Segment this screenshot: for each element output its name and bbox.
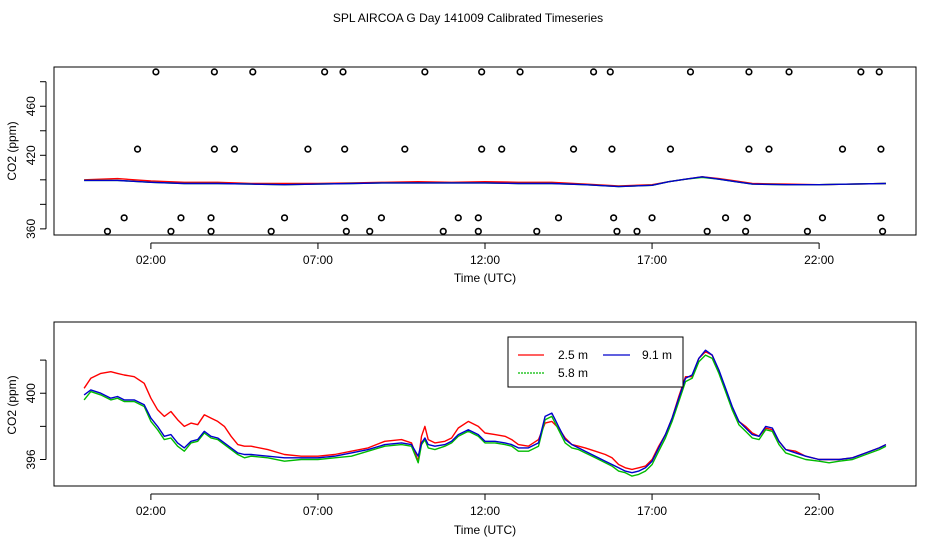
top-series-line-9-1-m [84, 176, 886, 188]
calibration-point [133, 145, 142, 153]
calibration-point [439, 227, 447, 235]
top-series [84, 176, 886, 188]
calibration-point [478, 68, 486, 76]
top-axes: 02:00 07:00 12:00 17:00 22:00 360 420 460 [24, 81, 834, 267]
top-y-tick-label: 420 [24, 145, 38, 165]
top-points [103, 68, 887, 235]
top-x-tick-label: 07:00 [303, 253, 333, 267]
calibration-point [401, 145, 409, 153]
calibration-point [818, 214, 827, 222]
calibration-point [875, 68, 883, 76]
calibration-point [304, 145, 312, 153]
top-x-tick-label: 02:00 [136, 253, 166, 267]
calibration-point [703, 227, 711, 235]
legend-box [507, 336, 684, 388]
calibration-point [210, 145, 218, 153]
calibration-point [152, 68, 160, 76]
calibration-point [280, 214, 289, 222]
top-x-tick-label: 22:00 [804, 253, 834, 267]
top-plot-frame [53, 66, 917, 236]
calibration-point [478, 145, 486, 153]
calibration-point [569, 145, 578, 153]
legend-label-2-5m: 2.5 m [558, 348, 588, 362]
calibration-point [474, 214, 482, 222]
bottom-x-label: Time (UTC) [454, 523, 516, 537]
calibration-point [103, 227, 112, 235]
bottom-y-tick-label: 396 [24, 449, 38, 469]
legend: 2.5 m 9.1 m 5.8 m [507, 336, 684, 388]
bottom-x-tick-label: 02:00 [136, 504, 166, 518]
bottom-series-line-9-1-m [83, 349, 887, 474]
calibration-point [341, 145, 349, 153]
calibration-point [613, 227, 621, 235]
calibration-point [210, 68, 218, 76]
calibration-point [606, 68, 614, 76]
calibration-point [610, 214, 618, 222]
bottom-series [83, 349, 887, 477]
calibration-point [533, 227, 541, 235]
top-panel: 02:00 07:00 12:00 17:00 22:00 360 420 460 Time … [5, 66, 917, 285]
calibration-point [342, 227, 350, 235]
calibration-point [554, 214, 563, 222]
calibration-point [267, 227, 275, 235]
bottom-x-tick-label: 07:00 [303, 504, 333, 518]
calibration-point [366, 227, 374, 235]
bottom-x-tick-label: 17:00 [637, 504, 667, 518]
bottom-series-line-2-5-m [83, 351, 887, 471]
calibration-point [745, 68, 753, 76]
bottom-plot-frame [53, 321, 917, 487]
calibration-point [421, 68, 429, 76]
calibration-point [377, 214, 386, 222]
calibration-point [474, 227, 482, 235]
calibration-point [177, 214, 185, 222]
calibration-point [743, 214, 751, 222]
calibration-point [589, 68, 598, 76]
calibration-point [745, 145, 753, 153]
bottom-y-tick-label: 400 [24, 383, 38, 403]
top-y-tick-label: 360 [24, 219, 38, 239]
bottom-axes: 02:00 07:00 12:00 17:00 22:00 396 400 [24, 359, 834, 518]
bottom-series-line-5-8-m [83, 354, 887, 477]
calibration-point [721, 214, 730, 222]
top-x-tick-label: 12:00 [470, 253, 500, 267]
calibration-point [516, 68, 524, 76]
calibration-point [878, 227, 887, 235]
calibration-point [498, 145, 506, 153]
top-y-label: CO2 (ppm) [5, 121, 19, 180]
calibration-point [838, 145, 847, 153]
top-x-label: Time (UTC) [454, 271, 516, 285]
calibration-point [207, 214, 215, 222]
calibration-point [686, 68, 695, 76]
calibration-point [765, 145, 773, 153]
calibration-point [230, 145, 239, 153]
calibration-point [341, 214, 349, 222]
calibration-point [666, 145, 675, 153]
calibration-point [454, 214, 462, 222]
top-x-tick-label: 17:00 [637, 253, 667, 267]
calibration-point [648, 214, 656, 222]
bottom-x-tick-label: 12:00 [470, 504, 500, 518]
calibration-point [742, 227, 750, 235]
bottom-panel: 02:00 07:00 12:00 17:00 22:00 396 400 Time (UT… [5, 321, 917, 537]
chart-title: SPL AIRCOA G Day 141009 Calibrated Times… [333, 11, 603, 25]
calibration-point [877, 145, 885, 153]
legend-label-5-8m: 5.8 m [558, 366, 588, 380]
bottom-y-label: CO2 (ppm) [5, 375, 19, 434]
calibration-point [249, 68, 257, 76]
calibration-point [120, 214, 128, 222]
calibration-point [321, 68, 329, 76]
calibration-point [857, 68, 865, 76]
top-y-tick-label: 460 [24, 96, 38, 116]
calibration-point [633, 227, 641, 235]
calibration-point [167, 227, 175, 235]
bottom-x-tick-label: 22:00 [804, 504, 834, 518]
calibration-point [608, 145, 616, 153]
calibration-point [339, 68, 347, 76]
calibration-point [207, 227, 215, 235]
calibration-point [803, 227, 812, 235]
calibration-point [877, 214, 885, 222]
calibration-point [785, 68, 793, 76]
legend-label-9-1m: 9.1 m [642, 348, 672, 362]
